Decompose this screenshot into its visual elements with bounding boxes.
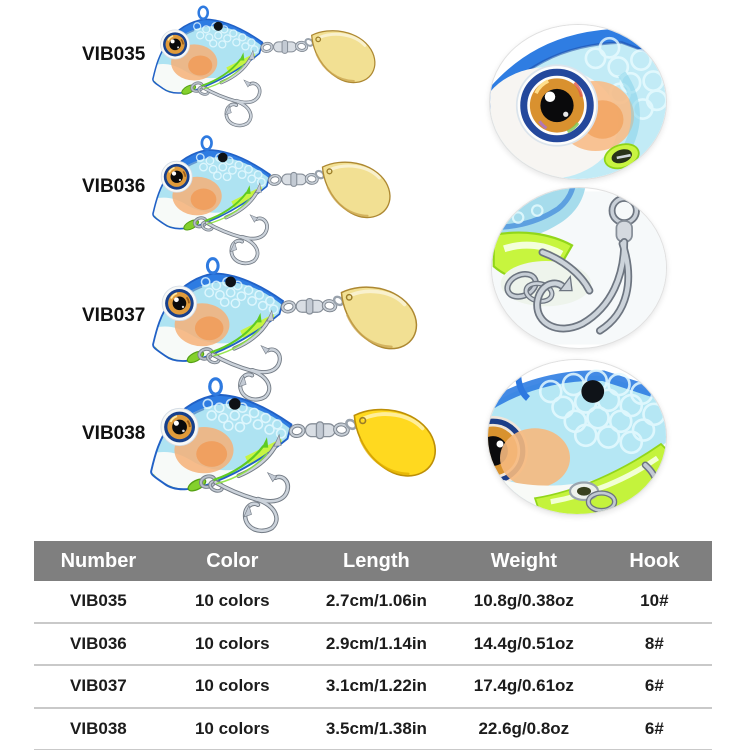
lure-illustration-vib035 <box>152 6 388 132</box>
cell-hook: 8# <box>644 633 664 653</box>
cell-number: VIB035 <box>70 591 127 610</box>
cell-color: 10 colors <box>194 633 270 653</box>
cell-hook: 6# <box>644 718 664 738</box>
lure-illustration-vib038 <box>150 378 452 539</box>
cell-hook: 6# <box>644 676 664 695</box>
cell-length: 2.7cm/1.06in <box>325 591 427 610</box>
spec-table: Number Color Length Weight Hook VIB035 1… <box>34 541 712 750</box>
spec-table-header: Number Color Length Weight Hook <box>34 541 712 581</box>
table-row: VIB037 10 colors 3.1cm/1.22in 17.4g/0.61… <box>34 664 712 707</box>
hook-hanger-notch <box>603 143 640 170</box>
cell-length: 2.9cm/1.14in <box>325 633 427 653</box>
eye-close-up <box>515 64 599 147</box>
column-header-weight: Weight <box>490 550 557 572</box>
product-label-vib036: VIB036 <box>82 176 146 197</box>
detail-circle-eye <box>489 24 667 180</box>
line-tie-loop-close-up <box>515 360 531 401</box>
cell-length: 3.5cm/1.38in <box>325 718 427 738</box>
spec-table-body: VIB035 10 colors 2.7cm/1.06in 10.8g/0.38… <box>34 581 712 750</box>
product-label-vib037: VIB037 <box>82 305 146 326</box>
cell-weight: 10.8g/0.38oz <box>473 591 574 610</box>
column-header-hook: Hook <box>629 550 680 572</box>
treble-hook-close-up <box>533 194 640 335</box>
cell-number: VIB037 <box>70 676 127 695</box>
scale-pattern-close-up <box>538 369 666 455</box>
product-label-vib035: VIB035 <box>82 44 146 65</box>
cell-weight: 22.6g/0.8oz <box>478 718 570 738</box>
table-row: VIB035 10 colors 2.7cm/1.06in 10.8g/0.38… <box>34 581 712 622</box>
product-label-vib038: VIB038 <box>82 423 146 444</box>
cell-length: 3.1cm/1.22in <box>325 676 427 695</box>
table-row: VIB036 10 colors 2.9cm/1.14in 14.4g/0.51… <box>34 621 712 665</box>
gill-dot-close-up <box>581 380 605 403</box>
cell-hook: 10# <box>640 591 669 610</box>
cell-weight: 17.4g/0.61oz <box>473 676 574 695</box>
detail-circle-hook <box>491 187 667 349</box>
cell-number: VIB036 <box>70 633 127 653</box>
cell-color: 10 colors <box>194 718 270 738</box>
cell-color: 10 colors <box>194 676 270 695</box>
lure-illustration-vib036 <box>152 136 404 270</box>
cell-number: VIB038 <box>70 718 127 738</box>
detail-circle-scales <box>487 359 667 515</box>
cell-color: 10 colors <box>194 591 270 610</box>
column-header-length: Length <box>343 550 410 572</box>
column-header-number: Number <box>60 550 137 572</box>
table-row: VIB038 10 colors 3.5cm/1.38in 22.6g/0.8o… <box>34 706 712 750</box>
column-header-color: Color <box>206 550 259 572</box>
cell-weight: 14.4g/0.51oz <box>473 633 574 653</box>
